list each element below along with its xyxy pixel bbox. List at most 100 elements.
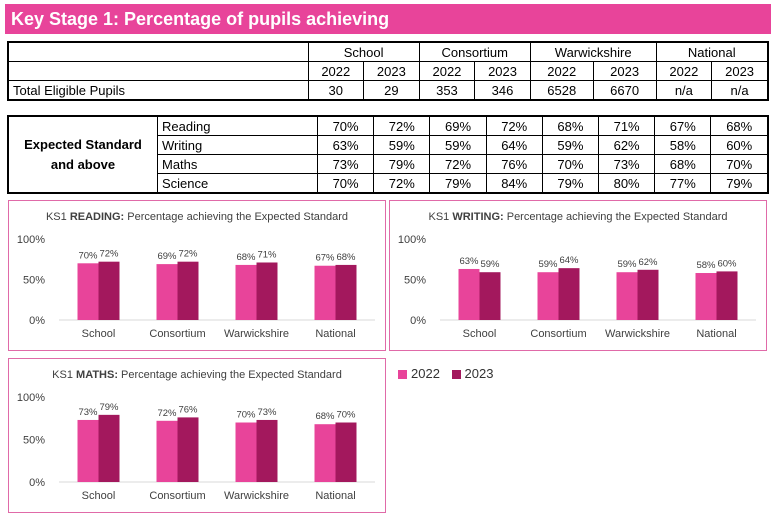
subject-label: Writing [157,135,318,155]
table-cell: 58% [654,135,712,155]
data-label: 58% [696,260,716,271]
data-label: 60% [717,258,737,269]
table-header-years: 2022 2023 2022 2023 2022 2023 2022 2023 [8,61,769,81]
table-cell: 68% [541,115,600,136]
table-cell: 77% [654,173,712,194]
table-cell: 72% [373,115,431,136]
table-cell: 72% [485,115,543,136]
table-cell: 70% [541,154,600,174]
legend-item-2023: 2023 [451,366,494,381]
table-cell: 29 [363,80,420,101]
data-label: 62% [638,257,658,268]
x-tick-label: Warwickshire [224,490,289,502]
data-label: 71% [257,249,277,260]
bar-2023 [479,272,501,320]
table-cell: 68% [654,154,712,174]
table-cell: 59% [429,135,487,155]
x-tick-label: School [463,328,497,340]
bar-2022 [458,268,480,320]
table-row: Writing 63% 59% 59% 64% 59% 62% 58% 60% [8,135,769,155]
chart-title-prefix: KS1 [52,369,76,381]
table-cell: 6670 [592,80,657,101]
table-cell: 70% [316,115,375,136]
table-cell: 346 [474,80,531,101]
chart-svg: KS1 READING: Percentage achieving the Ex… [17,211,375,340]
data-label: 69% [157,251,177,262]
expected-standard-table: Expected Standard and above Reading 70% … [7,115,769,194]
bar-2022 [235,422,257,482]
table-cell: 60% [710,135,769,155]
bar-2023 [98,414,120,482]
data-label: 68% [336,252,356,263]
data-label: 67% [315,253,335,264]
table-cell: 70% [710,154,769,174]
year-header: 2023 [474,61,531,81]
table-cell: n/a [711,80,769,101]
reading-chart: KS1 READING: Percentage achieving the Ex… [8,200,386,351]
y-tick-label: 100% [398,234,426,246]
subject-label: Reading [157,115,318,136]
year-header: 2022 [307,61,365,81]
year-header: 2023 [592,61,657,81]
data-label: 59% [617,259,637,270]
eligible-pupils-label: Total Eligible Pupils [7,80,309,101]
table-cell: 62% [598,135,656,155]
data-label: 73% [257,407,277,418]
x-tick-label: School [82,490,116,502]
year-header: 2022 [529,61,594,81]
bar-2023 [637,269,659,320]
group-header-warwickshire: Warwickshire [529,41,657,62]
x-tick-label: National [315,328,355,340]
bar-2023 [177,417,199,482]
table-row: Maths 73% 79% 72% 76% 70% 73% 68% 70% [8,154,769,174]
y-tick-label: 100% [17,392,45,404]
data-label: 70% [336,410,356,421]
group-header-national: National [655,41,769,62]
table-cell: 64% [485,135,543,155]
table-cell: 79% [541,173,600,194]
bar-2023 [335,264,357,320]
x-tick-label: Consortium [149,328,205,340]
table-cell: 67% [654,115,712,136]
chart-svg: KS1 WRITING: Percentage achieving the Ex… [398,211,756,340]
table-cell: 63% [316,135,375,155]
group-header-school: School [307,41,420,62]
group-header-consortium: Consortium [418,41,531,62]
x-tick-label: National [696,328,736,340]
table-cell: 6528 [529,80,594,101]
bar-2022 [616,272,638,320]
eligible-pupils-table: School Consortium Warwickshire National … [7,41,769,101]
bar-2022 [77,263,99,320]
table-cell: n/a [655,80,713,101]
chart-title-bold: READING: [70,211,124,223]
year-header: 2023 [711,61,769,81]
section-label: Expected Standard and above [7,115,158,194]
chart-title-rest: Percentage achieving the Expected Standa… [118,369,342,381]
page-title: Key Stage 1: Percentage of pupils achiev… [5,4,771,34]
table-header-groups: School Consortium Warwickshire National [8,41,769,62]
x-tick-label: School [82,328,116,340]
data-label: 68% [315,411,335,422]
maths-chart: KS1 MATHS: Percentage achieving the Expe… [8,358,386,513]
bar-2023 [335,422,357,482]
subject-label: Science [157,173,318,194]
y-tick-label: 0% [29,477,45,489]
year-header: 2023 [363,61,420,81]
bar-2023 [177,261,199,320]
bar-2023 [256,419,278,482]
y-tick-label: 50% [23,435,45,447]
chart-title-bold: WRITING: [452,211,503,223]
bar-2022 [314,424,336,482]
x-tick-label: Warwickshire [605,328,670,340]
bar-2023 [716,271,738,320]
x-tick-label: Consortium [149,490,205,502]
legend-label: 2023 [464,366,494,381]
table-cell: 30 [307,80,365,101]
table-row: Total Eligible Pupils 30 29 353 346 6528… [7,80,769,101]
chart-title-prefix: KS1 [46,211,70,223]
data-label: 68% [236,252,256,263]
table-cell: 71% [598,115,656,136]
year-header: 2022 [655,61,713,81]
data-label: 72% [157,408,177,419]
bar-2023 [256,262,278,320]
